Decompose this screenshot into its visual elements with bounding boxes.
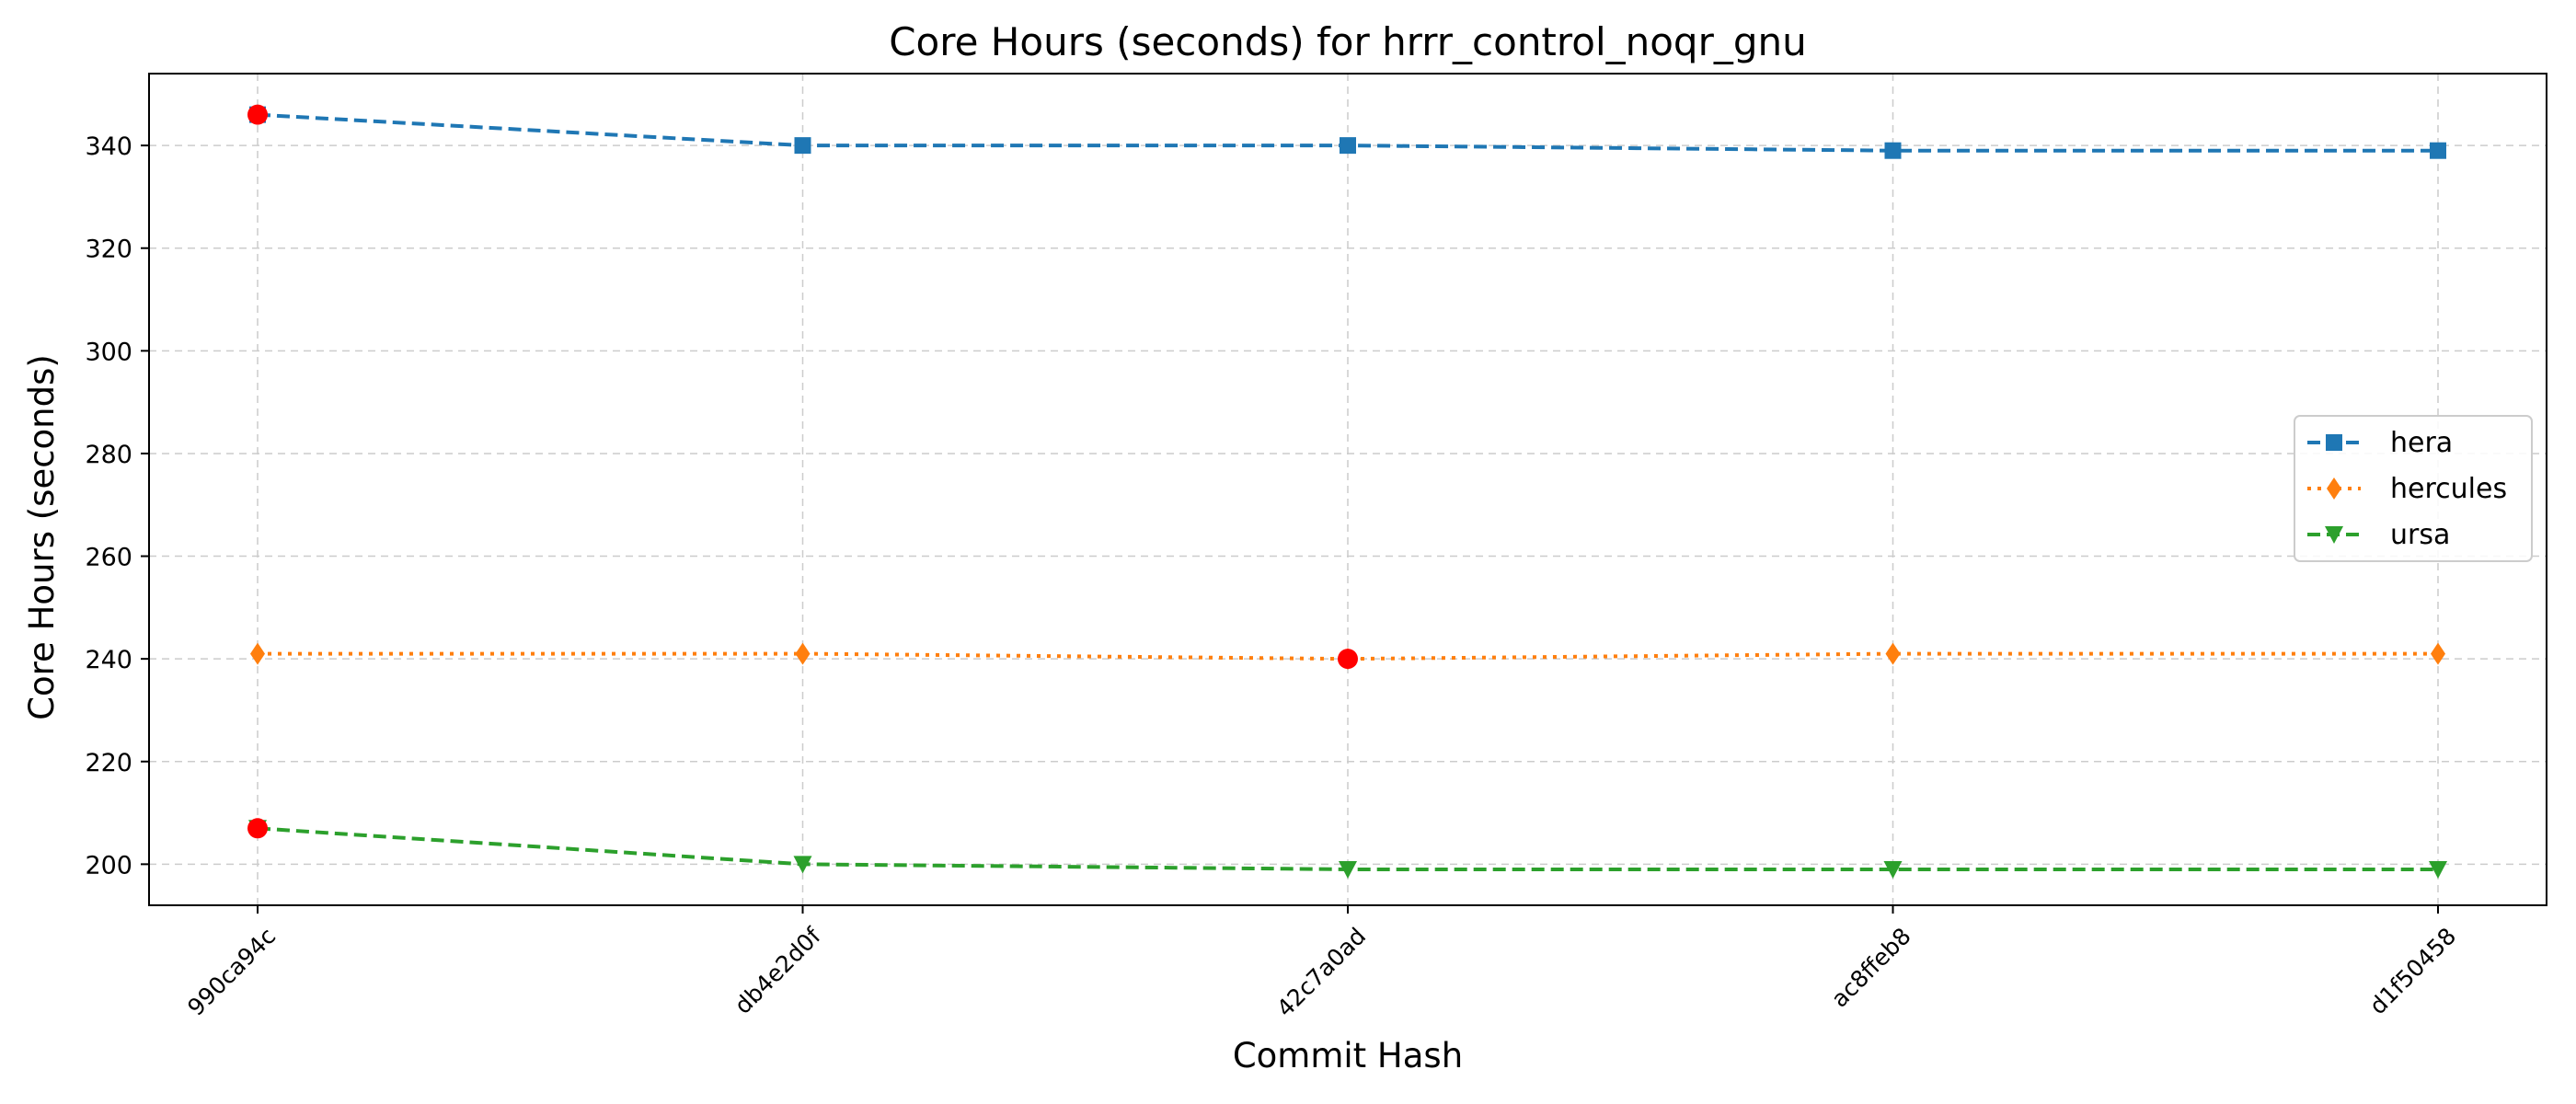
data-point	[2429, 860, 2447, 879]
y-tick-label: 220	[85, 749, 132, 777]
y-tick-label: 280	[85, 441, 132, 469]
x-tick-label: 42c7a0ad	[1271, 923, 1371, 1022]
highlight-point	[1338, 649, 1358, 670]
chart-title: Core Hours (seconds) for hrrr_control_no…	[889, 19, 1807, 64]
legend-entry: ursa	[2307, 519, 2450, 551]
y-axis-title: Core Hours (seconds)	[22, 354, 62, 720]
legend-marker	[2325, 526, 2343, 544]
data-point	[1885, 642, 1901, 665]
legend-label: hercules	[2390, 473, 2507, 505]
data-point	[2430, 142, 2446, 159]
legend-entry: hera	[2307, 427, 2453, 459]
grid	[149, 74, 2547, 905]
data-point	[795, 642, 811, 665]
highlighted-points	[247, 104, 1358, 839]
y-tick-label: 320	[85, 236, 132, 264]
y-tick-label: 240	[85, 646, 132, 674]
highlight-point	[247, 818, 268, 839]
data-point	[1883, 860, 1903, 879]
axes: 200 220 240 260 280 300 320 340 990ca94c db4e2d0f…	[85, 132, 2461, 1022]
legend-entry: hercules	[2307, 473, 2507, 505]
data-point	[2431, 642, 2445, 665]
legend-label: hera	[2390, 427, 2453, 459]
y-tick-label: 340	[85, 132, 132, 161]
legend-marker	[2327, 477, 2341, 500]
x-axis-title: Commit Hash	[1233, 1036, 1463, 1075]
legend-marker	[2326, 434, 2342, 451]
data-point	[1884, 142, 1902, 159]
x-tick-label: 990ca94c	[182, 923, 281, 1021]
data-point	[794, 137, 811, 155]
y-tick-label: 260	[85, 544, 132, 572]
data-point	[1340, 137, 1356, 155]
legend: hera hercules ursa	[2294, 415, 2533, 562]
x-tick-label: db4e2d0f	[730, 922, 827, 1019]
x-tick-label: d1f50458	[2364, 923, 2461, 1019]
y-tick-label: 200	[85, 851, 132, 880]
legend-label: ursa	[2390, 519, 2450, 551]
legend-box	[2294, 415, 2533, 562]
data-point	[250, 642, 265, 665]
highlight-point	[247, 104, 268, 125]
y-tick-label: 300	[85, 338, 132, 366]
data-point	[1339, 860, 1357, 879]
x-tick-label: ac8ffeb8	[1826, 923, 1916, 1013]
data-point	[793, 856, 812, 874]
